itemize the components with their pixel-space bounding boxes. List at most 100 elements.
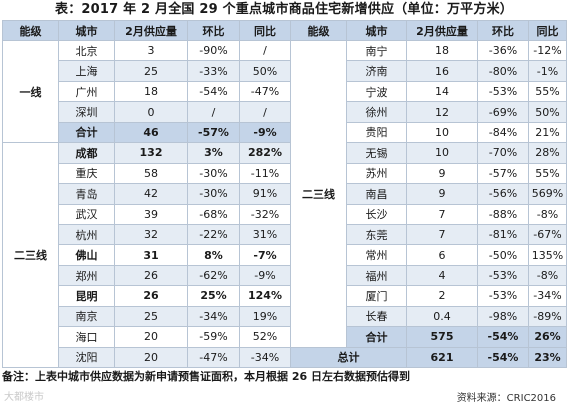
mom-cell: -68% xyxy=(187,203,240,225)
city-cell: 常州 xyxy=(346,244,407,266)
mom-cell: -33% xyxy=(187,60,240,82)
subtotal-label: 合计 xyxy=(346,326,407,348)
table-row: 武汉 39 -68% -32% 长沙 7 -88% -8% xyxy=(3,203,567,225)
header-supply: 2月供应量 xyxy=(114,20,188,41)
mom-cell: -57% xyxy=(477,162,529,185)
yoy-cell: 282% xyxy=(239,142,291,164)
yoy-cell: -89% xyxy=(528,305,567,328)
table-row: 南京 25 -34% 19% 长春 0.4 -98% -89% xyxy=(3,305,567,328)
yoy-cell: 91% xyxy=(239,183,291,205)
supply-cell: 20 xyxy=(114,326,188,348)
supply-cell: 18 xyxy=(114,80,188,103)
supply-cell: 26 xyxy=(114,264,188,287)
city-cell: 佛山 xyxy=(58,244,115,266)
city-cell: 宁波 xyxy=(346,80,407,103)
tier-label-second-third-right: 二三线 xyxy=(290,40,347,348)
supply-cell: 18 xyxy=(406,39,478,62)
table-row-subtotal: 合计 46 -57% -9% 贵阳 10 -84% 21% xyxy=(3,121,567,144)
table-title: 表：2017 年 2 月全国 29 个重点城市商品住宅新增供应（单位：万平方米） xyxy=(55,2,513,17)
header-city-right: 城市 xyxy=(346,20,407,41)
yoy-cell: 135% xyxy=(528,244,567,266)
table-row: 海口 20 -59% 52% 合计 575 -54% 26% xyxy=(3,326,567,348)
mom-cell: -53% xyxy=(477,80,529,103)
city-cell: 深圳 xyxy=(58,101,115,123)
yoy-cell: -8% xyxy=(528,203,567,225)
table-row: 昆明 26 25% 124% 厦门 2 -53% -34% xyxy=(3,285,567,307)
mom-cell: -50% xyxy=(477,244,529,266)
mom-cell: -47% xyxy=(187,346,240,369)
city-cell: 福州 xyxy=(346,264,407,287)
supply-cell: 10 xyxy=(406,121,478,144)
header-mom: 环比 xyxy=(187,20,240,41)
mom-cell: -84% xyxy=(477,121,529,144)
supply-cell: 2 xyxy=(406,285,478,307)
supply-cell: 9 xyxy=(406,162,478,185)
subtotal-supply: 46 xyxy=(114,121,188,144)
yoy-cell: -9% xyxy=(239,264,291,287)
city-cell: 长沙 xyxy=(346,203,407,225)
city-cell: 武汉 xyxy=(58,203,115,225)
supply-cell: 0.4 xyxy=(406,305,478,328)
mom-cell: -56% xyxy=(477,183,529,205)
yoy-cell: / xyxy=(239,101,291,123)
supply-cell: 42 xyxy=(114,183,188,205)
supply-cell: 12 xyxy=(406,101,478,123)
header-mom-right: 环比 xyxy=(477,20,529,41)
yoy-cell: 55% xyxy=(528,80,567,103)
mom-cell: -69% xyxy=(477,101,529,123)
subtotal-label: 合计 xyxy=(58,121,115,144)
grand-total-yoy: 23% xyxy=(528,346,567,369)
subtotal-mom: -57% xyxy=(187,121,240,144)
header-level-right: 能级 xyxy=(290,20,347,41)
mom-cell: -53% xyxy=(477,264,529,287)
supply-cell: 9 xyxy=(406,183,478,205)
table-row: 杭州 32 -22% 31% 东莞 7 -81% -67% xyxy=(3,223,567,246)
header-supply-right: 2月供应量 xyxy=(406,20,478,41)
yoy-cell: -32% xyxy=(239,203,291,225)
yoy-cell: -34% xyxy=(528,285,567,307)
supply-cell: 10 xyxy=(406,142,478,164)
city-cell: 北京 xyxy=(58,39,115,62)
yoy-cell: -8% xyxy=(528,264,567,287)
yoy-cell: 31% xyxy=(239,223,291,246)
mom-cell: -36% xyxy=(477,39,529,62)
yoy-cell: 50% xyxy=(528,101,567,123)
city-cell: 长春 xyxy=(346,305,407,328)
yoy-cell: 19% xyxy=(239,305,291,328)
mom-cell: -88% xyxy=(477,203,529,225)
tier-label-first: 一线 xyxy=(2,39,59,144)
grand-total-supply: 621 xyxy=(406,346,478,369)
city-cell: 郑州 xyxy=(58,264,115,287)
city-cell: 济南 xyxy=(346,60,407,82)
yoy-cell: -12% xyxy=(528,39,567,62)
mom-cell: / xyxy=(187,101,240,123)
supply-cell: 3 xyxy=(114,39,188,62)
mom-cell: -62% xyxy=(187,264,240,287)
city-cell: 南京 xyxy=(58,305,115,328)
supply-cell: 0 xyxy=(114,101,188,123)
city-cell: 南宁 xyxy=(346,39,407,62)
subtotal-supply: 575 xyxy=(406,326,478,348)
city-cell: 南昌 xyxy=(346,183,407,205)
table-row: 重庆 58 -30% -11% 苏州 9 -57% 55% xyxy=(3,162,567,185)
yoy-cell: 55% xyxy=(528,162,567,185)
supply-cell: 20 xyxy=(114,346,188,369)
header-yoy-right: 同比 xyxy=(528,20,567,41)
table-row: 广州 18 -54% -47% 宁波 14 -53% 55% xyxy=(3,80,567,103)
yoy-cell: -1% xyxy=(528,60,567,82)
table-row: 郑州 26 -62% -9% 福州 4 -53% -8% xyxy=(3,264,567,287)
mom-cell: -54% xyxy=(187,80,240,103)
header-yoy: 同比 xyxy=(239,20,291,41)
yoy-cell: 28% xyxy=(528,142,567,164)
yoy-cell: 52% xyxy=(239,326,291,348)
yoy-cell: 124% xyxy=(239,285,291,307)
footnote: 备注：上表中城市供应数据为新申请预售证面积，本月根据 26 日左右数据预估得到 xyxy=(2,370,410,383)
mom-cell: 3% xyxy=(187,142,240,164)
supply-cell: 6 xyxy=(406,244,478,266)
supply-cell: 58 xyxy=(114,162,188,185)
supply-cell: 25 xyxy=(114,305,188,328)
supply-cell: 32 xyxy=(114,223,188,246)
city-cell: 青岛 xyxy=(58,183,115,205)
city-cell: 重庆 xyxy=(58,162,115,185)
yoy-cell: -67% xyxy=(528,223,567,246)
